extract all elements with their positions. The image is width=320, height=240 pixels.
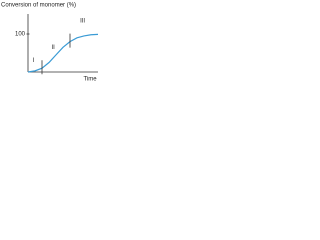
x-axis-label: Time bbox=[83, 77, 97, 83]
y-axis-label: Conversion of monomer (%) bbox=[1, 3, 76, 9]
annotation: III bbox=[80, 18, 85, 24]
annotation: II bbox=[52, 45, 56, 51]
y-tick-label: 100 bbox=[15, 32, 26, 38]
annotation: I bbox=[33, 58, 35, 64]
line bbox=[27, 33, 99, 73]
